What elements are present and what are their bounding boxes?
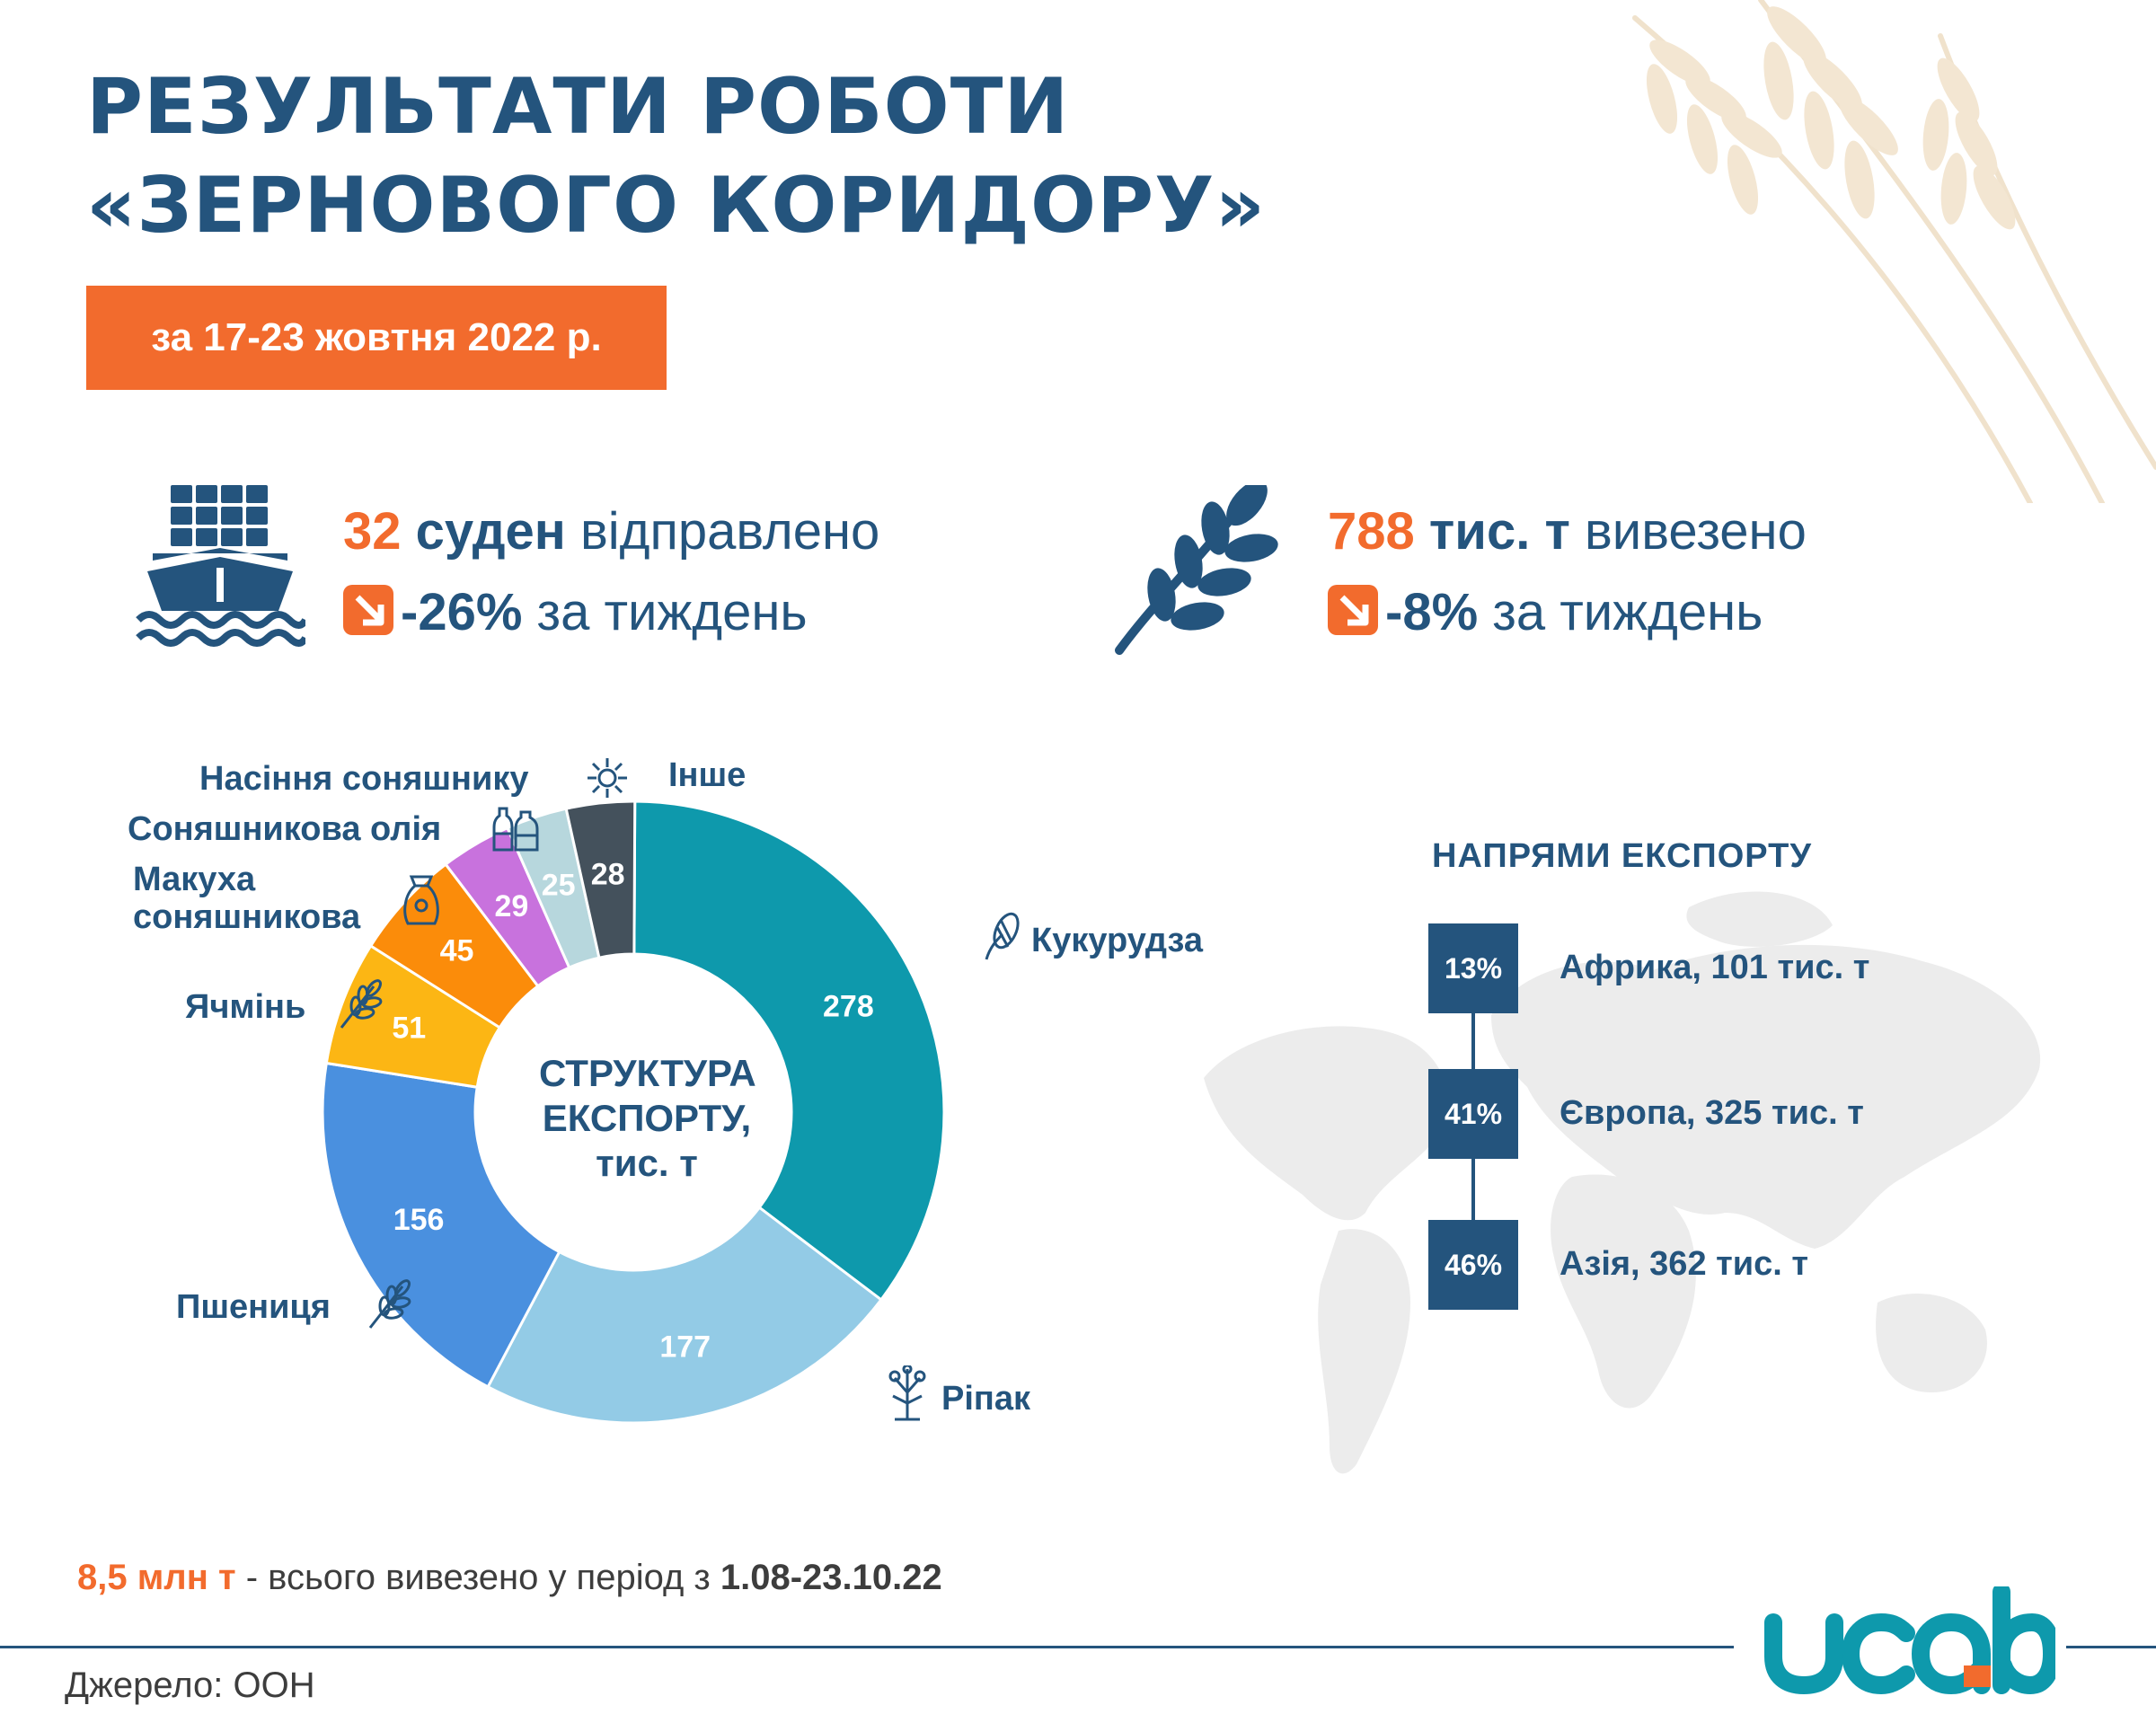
period-badge: за 17-23 жовтня 2022 р. — [86, 286, 667, 390]
category-label-wheat: Пшениця — [176, 1288, 331, 1326]
total-export-value: 8,5 млн т — [77, 1558, 236, 1597]
footer-divider-left — [0, 1646, 1734, 1648]
wheat-icon — [368, 1279, 411, 1329]
donut-slice-other — [564, 800, 637, 959]
wheat-background-icon — [1632, 0, 2156, 503]
ships-change-label: за тиждень — [536, 583, 808, 641]
category-label-other: Інше — [668, 756, 747, 794]
category-label-sunflower-meal-line-1: Макуха — [133, 861, 256, 898]
barley-icon — [340, 979, 383, 1029]
category-label-rapeseed: Ріпак — [941, 1380, 1031, 1418]
direction-pct-asia: 46% — [1428, 1220, 1518, 1310]
volume-unit: тис. т — [1428, 502, 1570, 561]
donut-value-label-sunflower-oil: 29 — [495, 889, 529, 923]
chart-center-title-line-1: СТРУКТУРА — [539, 1052, 756, 1094]
chart-center-title-line-2: ЕКСПОРТУ, — [542, 1097, 752, 1139]
donut-slice-rapeseed — [486, 1206, 883, 1425]
ships-unit: суден — [415, 502, 566, 561]
category-label-sunflower-meal: Макуха соняшникова — [133, 861, 360, 936]
ucab-logo — [1764, 1586, 2055, 1695]
donut-slice-wheat — [321, 1061, 561, 1389]
source-note: Джерело: ООН — [65, 1665, 315, 1705]
ships-count: 32 — [343, 502, 402, 561]
footer-divider-right — [2066, 1646, 2156, 1648]
arrow-down-right-icon — [343, 585, 393, 635]
page-title: РЕЗУЛЬТАТИ РОБОТИ «ЗЕРНОВОГО КОРИДОРУ» — [86, 57, 1344, 255]
category-label-corn: Кукурудза — [1031, 922, 1203, 959]
volume-change: -8% за тиждень — [1328, 582, 1763, 642]
chart-center-title: СТРУКТУРА ЕКСПОРТУ, тис. т — [539, 1051, 756, 1186]
ships-change-value: -26% — [401, 583, 523, 641]
volume-stat: 788 тис. т вивезено — [1328, 501, 1807, 561]
donut-slice-corn — [632, 800, 946, 1302]
world-map-icon — [1204, 891, 2041, 1474]
direction-pct-europe: 41% — [1428, 1069, 1518, 1159]
page-title-line-1: РЕЗУЛЬТАТИ РОБОТИ — [86, 62, 1070, 152]
direction-label-africa: Африка, 101 тис. т — [1560, 949, 1870, 986]
volume-change-label: за тиждень — [1492, 583, 1763, 641]
volume-change-value: -8% — [1385, 583, 1479, 641]
category-label-barley: Ячмінь — [185, 988, 306, 1026]
category-label-sunflower-oil: Соняшникова олія — [128, 810, 442, 848]
category-label-sunflower-seeds: Насіння соняшнику — [199, 760, 529, 798]
volume-label: вивезено — [1584, 502, 1807, 561]
rapeseed-icon — [888, 1365, 926, 1421]
arrow-down-right-icon — [1328, 585, 1378, 635]
donut-value-label-wheat: 156 — [393, 1203, 445, 1237]
volume-value: 788 — [1328, 502, 1415, 561]
sunflower-icon — [588, 758, 627, 798]
chart-center-title-line-3: тис. т — [596, 1142, 698, 1184]
directions-title: НАПРЯМИ ЕКСПОРТУ — [1432, 837, 1812, 875]
total-export-period: 1.08-23.10.22 — [720, 1558, 942, 1597]
ships-stat: 32 суден відправлено — [343, 501, 879, 561]
total-export-text: - всього вивезено у період з — [235, 1558, 720, 1597]
page-title-line-2: «ЗЕРНОВОГО КОРИДОРУ» — [86, 161, 1267, 251]
ships-change: -26% за тиждень — [343, 582, 808, 642]
donut-value-label-other: 28 — [591, 858, 625, 892]
total-export-note: 8,5 млн т - всього вивезено у період з 1… — [77, 1558, 942, 1598]
direction-label-europe: Європа, 325 тис. т — [1560, 1094, 1864, 1132]
donut-value-label-sunflower-meal: 45 — [440, 933, 474, 967]
donut-value-label-barley: 51 — [392, 1012, 426, 1046]
oil-bottles-icon — [492, 807, 539, 852]
donut-value-label-sunflower-seeds: 25 — [542, 868, 576, 902]
category-label-sunflower-meal-line-2: соняшникова — [133, 898, 361, 936]
feed-bag-icon — [403, 875, 439, 925]
donut-value-label-rapeseed: 177 — [659, 1330, 711, 1365]
cargo-ship-icon — [136, 485, 305, 647]
ships-label: відправлено — [579, 502, 880, 561]
direction-label-asia: Азія, 362 тис. т — [1560, 1245, 1808, 1283]
direction-pct-africa: 13% — [1428, 923, 1518, 1013]
wheat-ear-icon — [1115, 485, 1278, 655]
donut-value-label-corn: 278 — [823, 990, 874, 1024]
corn-icon — [985, 912, 1020, 960]
